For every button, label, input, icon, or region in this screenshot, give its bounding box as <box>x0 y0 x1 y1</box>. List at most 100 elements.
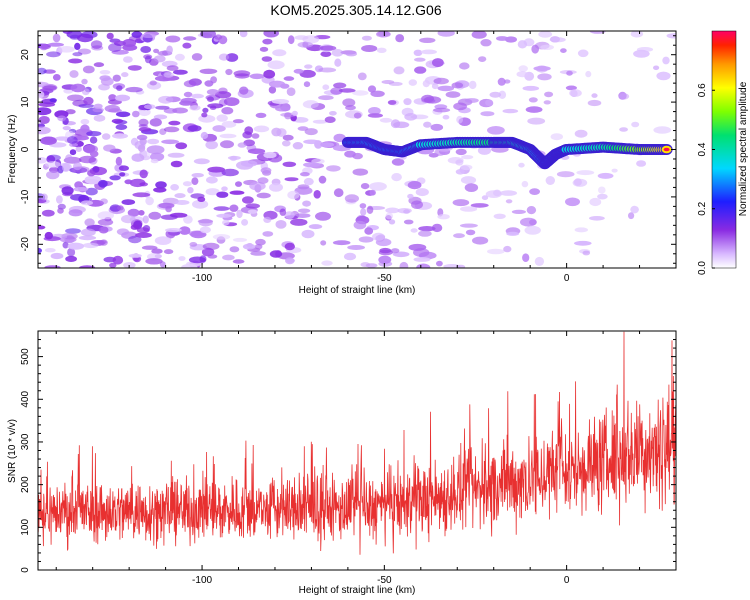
noise-blob <box>282 140 291 147</box>
noise-blob <box>566 70 573 76</box>
noise-blob <box>119 172 126 177</box>
noise-blob <box>99 70 111 75</box>
noise-blob <box>121 72 129 78</box>
noise-blob <box>163 72 174 78</box>
noise-blob <box>102 133 111 140</box>
noise-blob <box>145 196 154 206</box>
noise-blob <box>391 173 402 182</box>
noise-blob <box>85 187 98 196</box>
noise-blob <box>330 87 343 95</box>
noise-blob <box>50 252 64 260</box>
noise-blob <box>318 175 327 184</box>
noise-blob <box>358 236 374 243</box>
noise-blob <box>367 85 377 93</box>
noise-blob <box>189 105 201 111</box>
noise-blob <box>460 206 478 212</box>
noise-blob <box>461 155 474 160</box>
noise-blob <box>158 95 174 104</box>
noise-blob <box>338 88 356 93</box>
noise-blob <box>326 165 341 172</box>
noise-blob <box>199 226 211 234</box>
noise-blob <box>329 111 337 116</box>
noise-blob <box>360 208 367 216</box>
noise-blob <box>459 62 470 70</box>
noise-blob <box>144 104 156 110</box>
noise-blob <box>54 110 69 119</box>
noise-blob <box>544 91 554 98</box>
noise-blob <box>108 108 122 113</box>
noise-blob <box>431 223 443 233</box>
noise-blob <box>221 168 239 177</box>
noise-blob <box>42 85 57 91</box>
noise-blob <box>524 225 541 235</box>
noise-blob <box>478 56 487 62</box>
snr-series-line <box>38 331 676 555</box>
noise-blob <box>69 142 78 147</box>
noise-blob <box>128 235 142 244</box>
noise-blob <box>493 213 506 219</box>
noise-blob <box>170 160 183 168</box>
noise-blob <box>200 131 209 140</box>
noise-blob <box>342 98 356 107</box>
noise-blob <box>249 73 265 80</box>
noise-blob <box>61 186 74 196</box>
noise-blob <box>109 175 121 181</box>
noise-blob <box>54 136 70 141</box>
noise-blob <box>123 56 133 63</box>
noise-blob <box>301 229 315 239</box>
noise-blob <box>465 229 476 236</box>
colorbar-tick-label: 0.2 <box>697 201 708 215</box>
noise-blob <box>165 228 182 233</box>
y-tick-label: 300 <box>20 433 31 450</box>
noise-blob <box>300 172 310 177</box>
noise-blob <box>526 206 537 215</box>
noise-blob <box>161 139 180 145</box>
noise-blob <box>298 208 311 214</box>
noise-blob <box>550 133 563 141</box>
noise-blob <box>139 182 148 187</box>
noise-blob <box>455 159 464 166</box>
noise-blob <box>127 65 142 71</box>
noise-blob <box>87 170 96 177</box>
noise-blob <box>589 31 606 34</box>
noise-blob <box>127 208 140 217</box>
noise-blob <box>556 171 575 178</box>
noise-blob <box>496 36 509 41</box>
noise-blob <box>181 263 198 268</box>
noise-blob <box>115 156 123 166</box>
noise-blob <box>83 144 98 154</box>
noise-blob <box>39 43 52 50</box>
noise-blob <box>86 131 102 137</box>
noise-blob <box>332 240 351 246</box>
noise-blob <box>68 209 83 217</box>
noise-blob <box>403 98 412 106</box>
noise-blob <box>256 192 271 199</box>
noise-blob <box>83 96 94 105</box>
noise-blob <box>304 64 313 69</box>
noise-blob <box>293 68 304 74</box>
noise-blob <box>437 214 450 220</box>
noise-blob <box>511 209 526 214</box>
noise-blob <box>149 118 162 127</box>
noise-blob <box>294 186 313 195</box>
noise-blob <box>399 261 409 268</box>
noise-blob <box>432 58 444 68</box>
x-tick-label: -50 <box>377 575 392 586</box>
noise-blob <box>62 241 69 249</box>
noise-blob <box>361 35 372 41</box>
noise-blob <box>93 114 106 122</box>
noise-blob <box>57 207 64 214</box>
noise-blob <box>214 34 223 40</box>
noise-blob <box>282 134 294 141</box>
x-tick-label: 0 <box>564 273 570 284</box>
noise-blob <box>477 146 492 155</box>
noise-blob <box>38 107 52 116</box>
noise-blob <box>44 231 53 240</box>
noise-blob <box>212 234 231 240</box>
noise-blob <box>565 197 580 207</box>
noise-blob <box>146 145 165 155</box>
noise-blob <box>174 200 190 205</box>
spectrogram-signal-track <box>341 136 673 170</box>
noise-blob <box>423 121 432 128</box>
noise-blob <box>456 264 466 268</box>
